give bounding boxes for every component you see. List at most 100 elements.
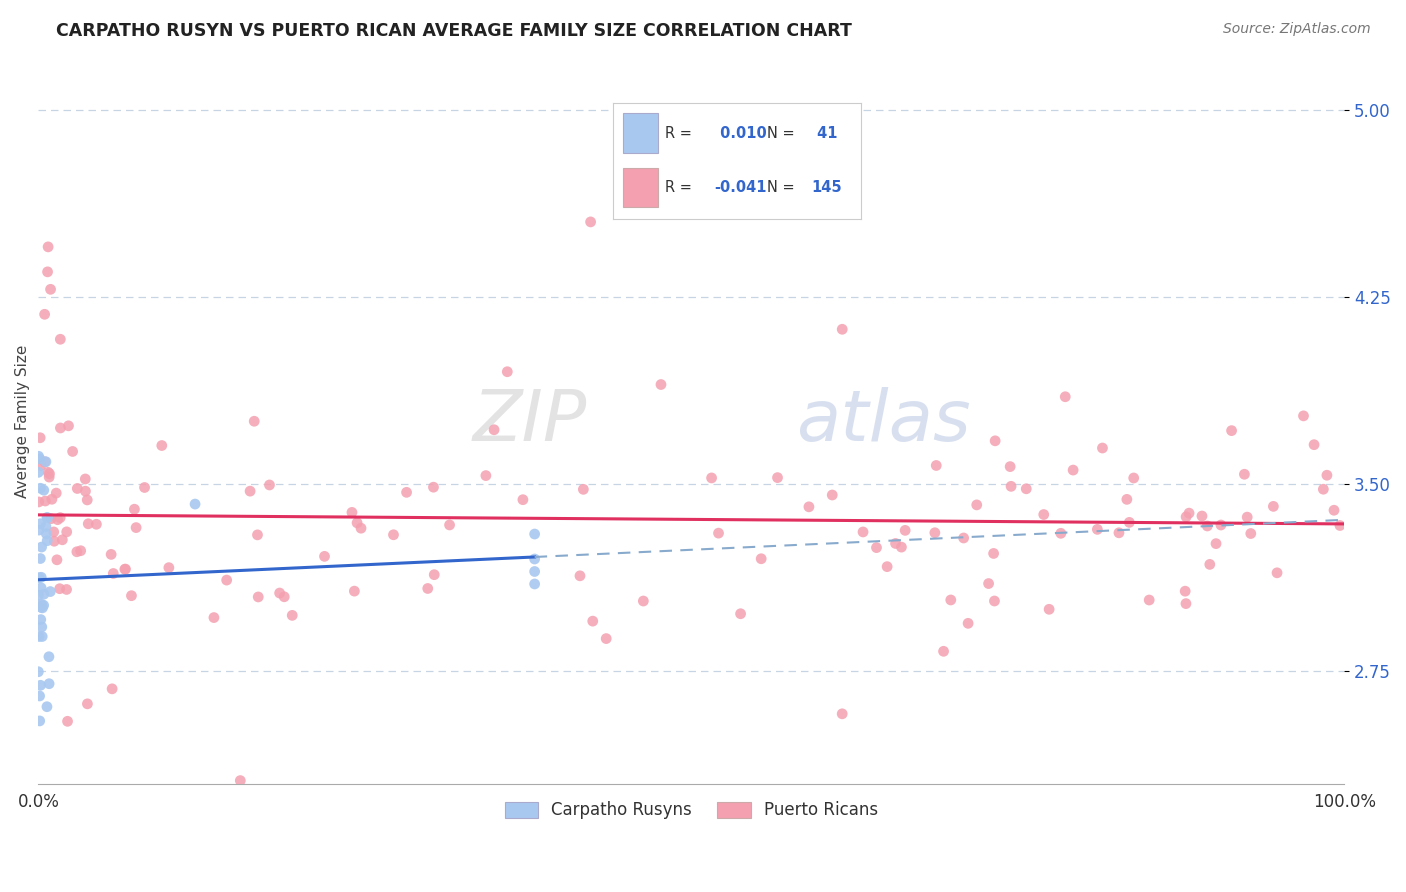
Point [56,714,79,729]
Point [894,524,917,538]
Point [37,265,59,279]
Point [30,600,52,615]
Point [1054,390,1077,404]
Point [1205,536,1227,550]
Point [1118,516,1140,530]
Point [865,541,887,555]
Point [30,551,52,566]
Point [125,520,148,534]
Point [346,516,368,530]
Point [1050,526,1073,541]
Point [422,480,444,494]
Point [523,565,546,579]
Point [41,492,63,507]
Point [475,468,498,483]
Point [28,630,51,644]
Point [579,215,602,229]
Point [38,649,60,664]
Point [852,524,875,539]
Point [797,500,820,514]
Point [215,573,238,587]
Point [1115,492,1137,507]
Point [31,540,53,554]
Point [34,455,56,469]
Point [1122,471,1144,485]
Point [35,519,58,533]
Point [1000,479,1022,493]
Point [423,567,446,582]
Point [28,689,51,703]
Point [1312,482,1334,496]
Point [101,681,124,696]
Point [1015,482,1038,496]
Point [1175,509,1198,524]
Point [86,517,108,532]
Point [51,533,73,547]
Point [1178,506,1201,520]
Point [30,581,52,595]
Point [45,486,67,500]
Point [831,706,853,721]
Point [34,307,56,321]
Point [243,414,266,428]
Point [49,421,72,435]
Point [27,665,49,679]
Text: ZIP: ZIP [472,387,586,456]
Point [35,510,58,524]
Point [572,483,595,497]
Point [523,577,546,591]
Point [30,678,52,692]
Point [1198,558,1220,572]
Point [382,528,405,542]
Point [202,610,225,624]
Point [984,434,1007,448]
Point [69,543,91,558]
Point [1038,602,1060,616]
Point [76,697,98,711]
Point [55,524,77,539]
Point [1303,438,1326,452]
Point [31,600,53,615]
Point [821,488,844,502]
Point [247,590,270,604]
Point [340,505,363,519]
Point [314,549,336,564]
Point [28,451,51,466]
Point [39,282,62,296]
Point [39,584,62,599]
Point [27,466,49,480]
Point [32,599,55,613]
Point [730,607,752,621]
Point [28,523,51,537]
Point [37,533,59,548]
Point [49,332,72,346]
Point [66,545,89,559]
Point [1233,467,1256,482]
Point [582,614,605,628]
Point [121,589,143,603]
Point [46,513,69,527]
Point [1032,508,1054,522]
Point [44,534,66,549]
Point [766,470,789,484]
Point [395,485,418,500]
Point [114,562,136,576]
Point [28,495,51,509]
Point [1265,566,1288,580]
Point [30,516,52,531]
Point [523,552,546,566]
Point [707,526,730,541]
Point [1191,509,1213,524]
Point [134,481,156,495]
Point [157,560,180,574]
Point [343,584,366,599]
Point [1062,463,1084,477]
Point [114,562,136,576]
Point [1197,519,1219,533]
Point [998,459,1021,474]
Point [939,593,962,607]
Point [633,594,655,608]
Point [1236,510,1258,524]
Point [1174,597,1197,611]
Point [983,546,1005,560]
